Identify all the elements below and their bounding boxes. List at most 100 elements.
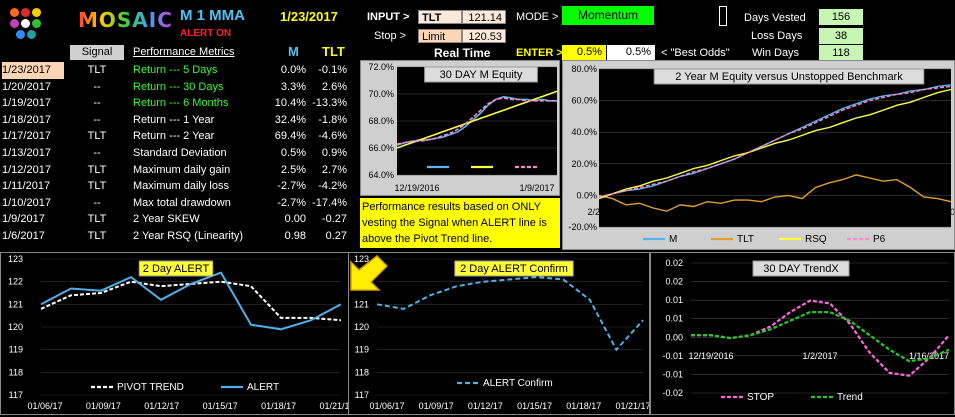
cell-m: 0.00 — [284, 213, 306, 226]
table-row[interactable]: 1/18/2017 -- Return --- 1 Year 32.4% -1.8% — [0, 112, 360, 129]
cell-metric: Return --- 2 Year — [133, 130, 215, 143]
performance-table: 1/23/2017 TLT Return --- 5 Days 0.0% -0.1% 1/… — [0, 62, 360, 250]
cell-signal: TLT — [87, 163, 107, 176]
y-tick-label: 0.02 — [665, 258, 683, 268]
y-tick-label: 121 — [8, 299, 23, 309]
equity-2year-chart: -20.0% 0.0% 20.0% 40.0% 60.0% 80.0% 2/2/2015 6/… — [568, 64, 955, 245]
x-tick-label: 01/21/17 — [319, 401, 349, 411]
series-line-p6 — [598, 85, 952, 198]
legend-label: MN — [453, 162, 469, 173]
cell-m: -2.7% — [277, 180, 306, 193]
chart-title: 30 DAY TrendX — [763, 263, 839, 275]
cell-metric: Return --- 5 Days — [133, 64, 218, 76]
x-tick-label: 01/09/17 — [419, 401, 454, 411]
chart-title: 2 Day ALERT Confirm — [460, 263, 568, 275]
win-days-value: 118 — [819, 45, 863, 61]
chart-title: 2 Day ALERT — [143, 263, 210, 275]
table-row[interactable]: 1/23/2017 TLT Return --- 5 Days 0.0% -0.1% — [0, 62, 360, 79]
alert-2day-panel: 117 118 119 120 121 122 123 01/06/17 01/09/17 01/… — [0, 252, 355, 415]
cell-signal: -- — [93, 113, 101, 126]
cell-date: 1/19/2017 — [2, 97, 51, 110]
trendx-chart: -0.02 -0.01 -0.01 0.00 0.01 0.01 0.02 0.02 12/19… — [662, 258, 950, 403]
enter-label: ENTER > — [516, 47, 563, 59]
stop-price-field[interactable]: 120.53 — [462, 29, 506, 43]
stop-label: Stop > — [374, 30, 407, 42]
y-tick-label: 80.0% — [571, 64, 597, 74]
x-tick-label: 6/2/2016 — [859, 207, 894, 217]
days-vested-value: 156 — [819, 9, 863, 25]
x-tick-label: 1/16/2017 — [909, 351, 949, 361]
cell-metric: Return --- 30 Days — [133, 80, 224, 93]
cell-signal: TLT — [87, 180, 107, 193]
legend-label: STOP — [747, 392, 774, 403]
chart-title-box — [752, 260, 850, 277]
table-row[interactable]: 1/20/2017 -- Return --- 30 Days 3.3% 2.6% — [0, 79, 360, 96]
model-name: M 1 MMA — [180, 7, 245, 24]
chart-title-box — [653, 68, 925, 85]
y-tick-label: 118 — [9, 367, 23, 377]
y-tick-label: 0.00 — [665, 332, 683, 342]
x-tick-label: 01/12/17 — [144, 401, 179, 411]
loss-days-label: Loss Days — [751, 30, 803, 42]
legend-label: PIVOT TREND — [117, 382, 184, 393]
cell-m: 3.3% — [280, 80, 306, 93]
y-tick-label: -0.01 — [662, 369, 683, 379]
cell-signal: TLT — [87, 213, 107, 226]
y-tick-label: 123 — [8, 254, 23, 264]
cell-signal: TLT — [87, 130, 107, 143]
x-tick-label: 2/2/2016 — [791, 207, 826, 217]
cell-signal: -- — [93, 196, 101, 209]
legend-label: RSQ — [805, 234, 827, 245]
y-tick-label: 122 — [8, 277, 23, 287]
y-tick-label: 0.0% — [576, 190, 597, 200]
y-tick-label: -0.02 — [662, 388, 683, 398]
x-tick-label: 01/06/17 — [27, 401, 62, 411]
table-row[interactable]: 1/6/2017 TLT 2 Year RSQ (Linearity) 0.98 0.2… — [0, 228, 360, 245]
signal-header: Signal — [70, 45, 124, 60]
cell-date: 1/9/2017 — [2, 213, 45, 226]
series-line-tlt — [598, 174, 952, 212]
table-row[interactable]: 1/11/2017 TLT Maximum daily loss -2.7% -4.2% — [0, 178, 360, 195]
input-price-field[interactable]: 121.14 — [462, 10, 506, 24]
cell-m: 32.4% — [274, 113, 306, 126]
table-row[interactable]: 1/9/2017 TLT 2 Year SKEW 0.00 -0.27 — [0, 211, 360, 228]
legend-label: Trend — [837, 392, 863, 403]
series-line-alert-confirm — [376, 276, 644, 352]
cell-date: 1/12/2017 — [2, 163, 51, 176]
cell-tlt: -0.27 — [321, 213, 347, 226]
table-row[interactable]: 1/13/2017 -- Standard Deviation 0.5% 0.9% — [0, 145, 360, 162]
cell-m: 0.0% — [280, 64, 306, 76]
cell-m: 10.4% — [274, 97, 306, 110]
series-line-rsq — [598, 88, 952, 200]
chart-title: 30 DAY M Equity — [440, 69, 523, 81]
y-tick-label: -20.0% — [568, 222, 597, 232]
enter-value-field[interactable]: 0.5% — [562, 45, 606, 60]
alert-2day-chart: 117 118 119 120 121 122 123 01/06/17 01/09/17 01/… — [8, 254, 355, 411]
logo-text: MOSAIC — [78, 8, 173, 32]
trendx-panel: -0.02 -0.01 -0.01 0.00 0.01 0.01 0.02 0.02 12/19… — [650, 252, 955, 415]
table-row[interactable]: 1/17/2017 TLT Return --- 2 Year 69.4% -4.6% — [0, 128, 360, 145]
cell-date: 1/11/2017 — [2, 180, 51, 193]
x-tick-label: 01/18/17 — [261, 401, 296, 411]
chart-title-box — [424, 66, 538, 83]
y-tick-label: 40.0% — [571, 127, 597, 137]
legend-label: P6 — [541, 162, 554, 173]
y-tick-label: 121 — [354, 299, 369, 309]
cell-signal: TLT — [87, 64, 107, 76]
m-header: M — [288, 44, 299, 59]
table-row[interactable]: 1/12/2017 TLT Maximum daily gain 2.5% 2.7% — [0, 162, 360, 179]
x-tick-label: 01/15/17 — [203, 401, 238, 411]
mode-select[interactable]: Momentum — [562, 6, 654, 25]
arrow-pointer-icon — [350, 255, 389, 291]
mode-label: MODE > — [516, 11, 559, 23]
y-tick-label: 68.0% — [368, 116, 394, 126]
input-symbol-field[interactable]: TLT — [418, 10, 462, 24]
vested-checkbox[interactable] — [719, 6, 727, 26]
table-row[interactable]: 1/10/2017 -- Max total drawdown -2.7% -17.4% — [0, 195, 360, 212]
stop-type-field[interactable]: Limit — [418, 29, 462, 43]
y-tick-label: -0.01 — [662, 351, 683, 361]
cell-date: 1/10/2017 — [2, 196, 51, 209]
y-tick-label: 0.01 — [665, 314, 683, 324]
y-tick-label: 60.0% — [571, 96, 597, 106]
table-row[interactable]: 1/19/2017 -- Return --- 6 Months 10.4% -13.3… — [0, 95, 360, 112]
